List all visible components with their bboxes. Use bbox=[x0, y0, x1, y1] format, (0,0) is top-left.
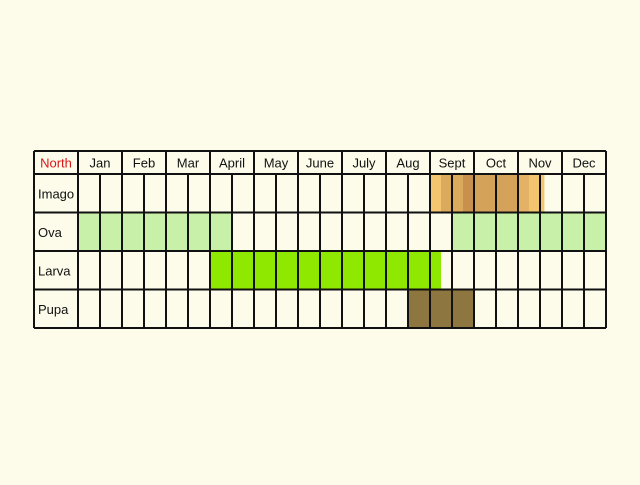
month-label-dec: Dec bbox=[572, 156, 596, 171]
band-imago-4 bbox=[518, 174, 529, 213]
band-larva-0 bbox=[210, 251, 441, 290]
stage-label-larva: Larva bbox=[38, 263, 71, 278]
month-label-april: April bbox=[219, 156, 245, 171]
band-ova-0 bbox=[78, 212, 232, 251]
month-label-june: June bbox=[306, 156, 334, 171]
band-imago-2 bbox=[463, 174, 474, 213]
month-label-sept: Sept bbox=[439, 156, 466, 171]
band-ova-1 bbox=[452, 212, 606, 251]
band-imago-0 bbox=[430, 174, 441, 213]
month-label-nov: Nov bbox=[528, 156, 552, 171]
stage-label-pupa: Pupa bbox=[38, 302, 69, 317]
band-imago-5 bbox=[529, 174, 545, 213]
band-pupa-0 bbox=[408, 289, 474, 328]
month-label-july: July bbox=[352, 156, 376, 171]
month-label-may: May bbox=[264, 156, 289, 171]
month-label-oct: Oct bbox=[486, 156, 507, 171]
month-label-feb: Feb bbox=[133, 156, 155, 171]
stage-label-imago: Imago bbox=[38, 186, 74, 201]
month-label-jan: Jan bbox=[90, 156, 111, 171]
stage-label-ova: Ova bbox=[38, 225, 63, 240]
corner-label: North bbox=[40, 156, 72, 171]
month-label-mar: Mar bbox=[177, 156, 200, 171]
month-label-aug: Aug bbox=[396, 156, 419, 171]
